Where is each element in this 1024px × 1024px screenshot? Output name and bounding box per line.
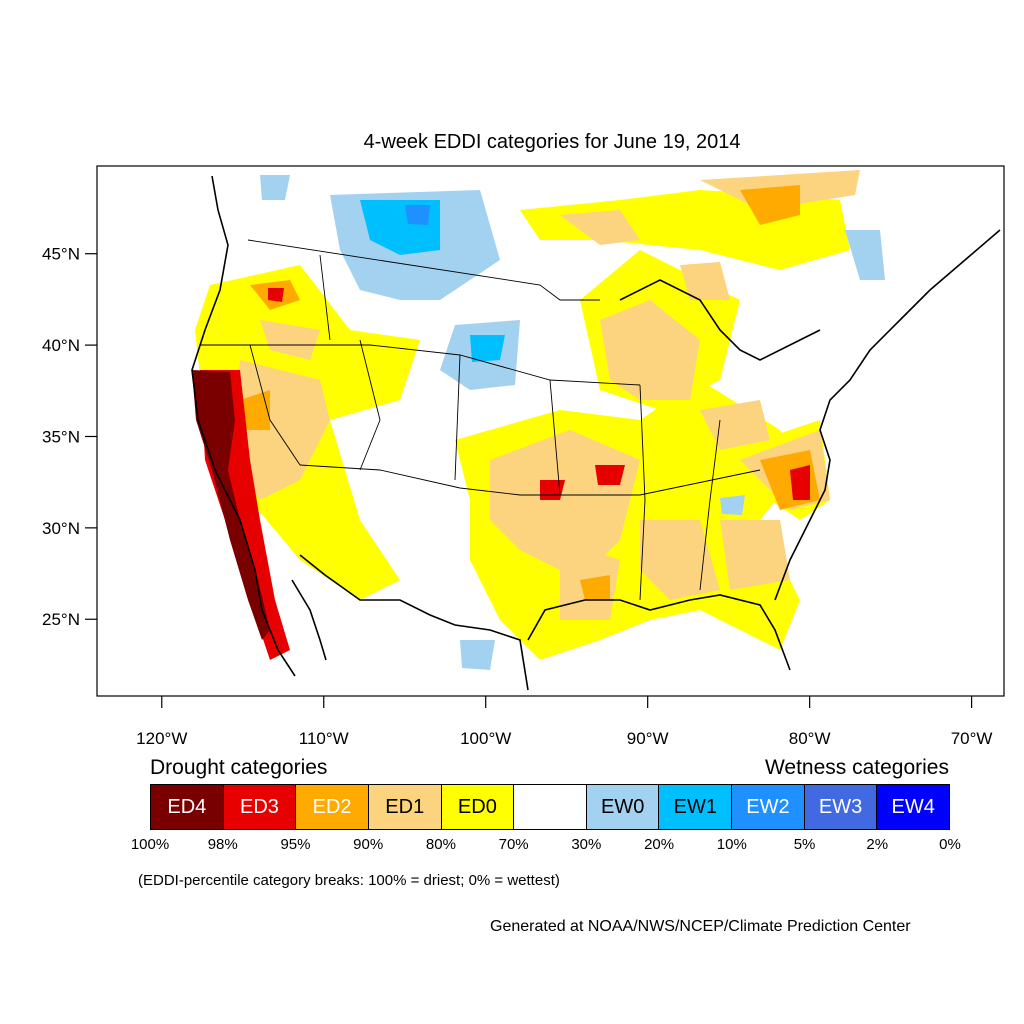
legend-break-label: 0% (939, 836, 961, 853)
legend-cell-ew2: EW2 (732, 785, 805, 829)
legend-wetness-title: Wetness categories (764, 756, 949, 779)
credit-line: Generated at NOAA/NWS/NCEP/Climate Predi… (490, 918, 911, 935)
lat-tick-label: 30°N (42, 519, 80, 538)
legend-break-label: 98% (207, 836, 238, 853)
plot-frame (96, 165, 1005, 697)
legend-cell-ew4: EW4 (877, 785, 950, 829)
latitude-axis: 45°N 40°N 35°N 30°N 25°N (42, 245, 97, 629)
lon-tick-label: 80°W (789, 729, 831, 748)
legend-cell-ew0: EW0 (586, 785, 660, 829)
legend-cell-ed3: ED3 (223, 785, 297, 829)
legend-note: (EDDI-percentile category breaks: 100% =… (138, 872, 560, 889)
legend-cell-ed0: ED0 (441, 785, 515, 829)
legend-break-label: 95% (280, 836, 311, 853)
legend-cell-ew3: EW3 (804, 785, 878, 829)
longitude-axis: 120°W 110°W 100°W 90°W 80°W 70°W (136, 696, 992, 748)
legend-break-label: 10% (716, 836, 747, 853)
lon-tick-label: 120°W (136, 729, 187, 748)
legend-break-label: 2% (866, 836, 889, 853)
lon-tick-label: 100°W (460, 729, 511, 748)
coastlines (191, 175, 1001, 691)
legend-break-label: 20% (644, 836, 675, 853)
legend-break-labels: 100% 98% 95% 90% 80% 70% 30% 20% 10% 5% 2% 0% (131, 836, 961, 856)
legend-cell-ew1: EW1 (659, 785, 733, 829)
lat-tick-label: 25°N (42, 610, 80, 629)
legend-break-label: 80% (425, 836, 456, 853)
legend-break-label: 90% (353, 836, 384, 853)
state-borders (200, 239, 761, 601)
ew2-regions (405, 205, 430, 225)
legend-cell-ed4: ED4 (151, 785, 224, 829)
legend-cell-ed1: ED1 (368, 785, 442, 829)
legend-colorbar: ED4 ED3 ED2 ED1 ED0 EW0 EW1 EW2 EW3 EW4 (150, 784, 950, 830)
legend-break-label: 100% (130, 836, 170, 853)
legend-break-label: 70% (498, 836, 529, 853)
ed4-regions (192, 370, 270, 640)
legend-drought-title: Drought categories (150, 756, 328, 779)
lon-tick-label: 110°W (299, 729, 349, 748)
lat-tick-label: 40°N (42, 336, 80, 355)
lat-tick-label: 45°N (42, 245, 80, 264)
legend-cell-ed2: ED2 (296, 785, 369, 829)
legend-break-label: 5% (793, 836, 816, 853)
lon-tick-label: 70°W (951, 729, 993, 748)
lat-tick-label: 35°N (42, 427, 80, 446)
map-title: 4-week EDDI categories for June 19, 2014 (363, 131, 741, 153)
map-field (192, 170, 885, 670)
lon-tick-label: 90°W (627, 729, 669, 748)
legend-break-label: 30% (571, 836, 602, 853)
legend-cell-neutral (514, 785, 587, 829)
